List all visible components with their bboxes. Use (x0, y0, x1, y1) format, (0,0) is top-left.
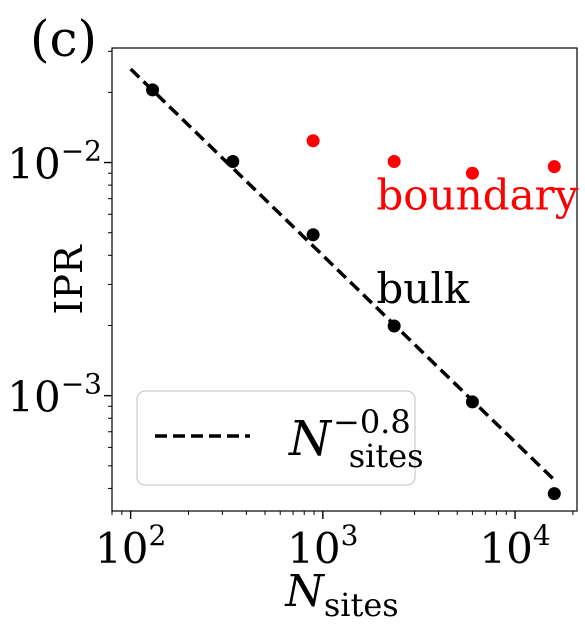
x-axis-ticks: 102 103 104 (95, 511, 574, 573)
y-tick-base-1: 10 (7, 140, 60, 189)
annotations: boundary bulk (376, 170, 578, 313)
x-axis-label: Nsites (284, 566, 398, 624)
x-tick-base-1: 10 (287, 524, 340, 573)
legend-label-sub: sites (349, 437, 424, 475)
y-axis-ticks: 10−310−2 (7, 50, 112, 489)
x-tick-exp-2: 4 (533, 519, 551, 552)
bulk-point-0 (146, 83, 160, 97)
y-axis-label: IPR (47, 244, 91, 315)
y-tick-exp-1: −2 (61, 135, 102, 168)
boundary-point-3 (547, 160, 561, 174)
boundary-point-1 (387, 155, 401, 169)
plot-frame (111, 47, 578, 512)
boundary-point-0 (306, 134, 320, 148)
x-tick-label-1: 103 (287, 519, 358, 573)
y-tick-base-0: 10 (7, 373, 60, 422)
fit-line-group (129, 67, 556, 482)
data-points (146, 83, 561, 501)
x-tick-base-2: 10 (479, 524, 532, 573)
x-tick-exp-1: 3 (341, 519, 359, 552)
y-axis-label-text: IPR (47, 244, 91, 315)
x-tick-label-2: 104 (479, 519, 550, 573)
legend: N−0.8 sites (136, 390, 424, 486)
boundary-annotation: boundary (376, 170, 578, 219)
bulk-point-5 (547, 487, 561, 501)
legend-label-base: N (288, 411, 333, 467)
x-axis-label-base: N (284, 566, 325, 617)
x-tick-exp-0: 2 (148, 519, 166, 552)
y-tick-exp-0: −3 (61, 368, 102, 401)
y-tick-label-0: 10−3 (7, 368, 102, 422)
panel-label: (c) (30, 10, 97, 68)
bulk-point-1 (226, 155, 240, 169)
legend-label-sup: −0.8 (333, 403, 411, 441)
y-tick-label-1: 10−2 (7, 135, 102, 189)
x-tick-base-0: 10 (95, 524, 148, 573)
bulk-point-2 (306, 228, 320, 242)
legend-box (136, 390, 416, 486)
bulk-annotation: bulk (376, 264, 469, 313)
bulk-point-3 (387, 319, 401, 333)
x-axis-label-sub: sites (324, 586, 399, 624)
boundary-point-2 (465, 166, 479, 180)
x-tick-label-0: 102 (95, 519, 166, 573)
bulk-point-4 (465, 395, 479, 409)
fit-line (129, 67, 556, 482)
svg-text:Nsites: Nsites (284, 566, 398, 624)
